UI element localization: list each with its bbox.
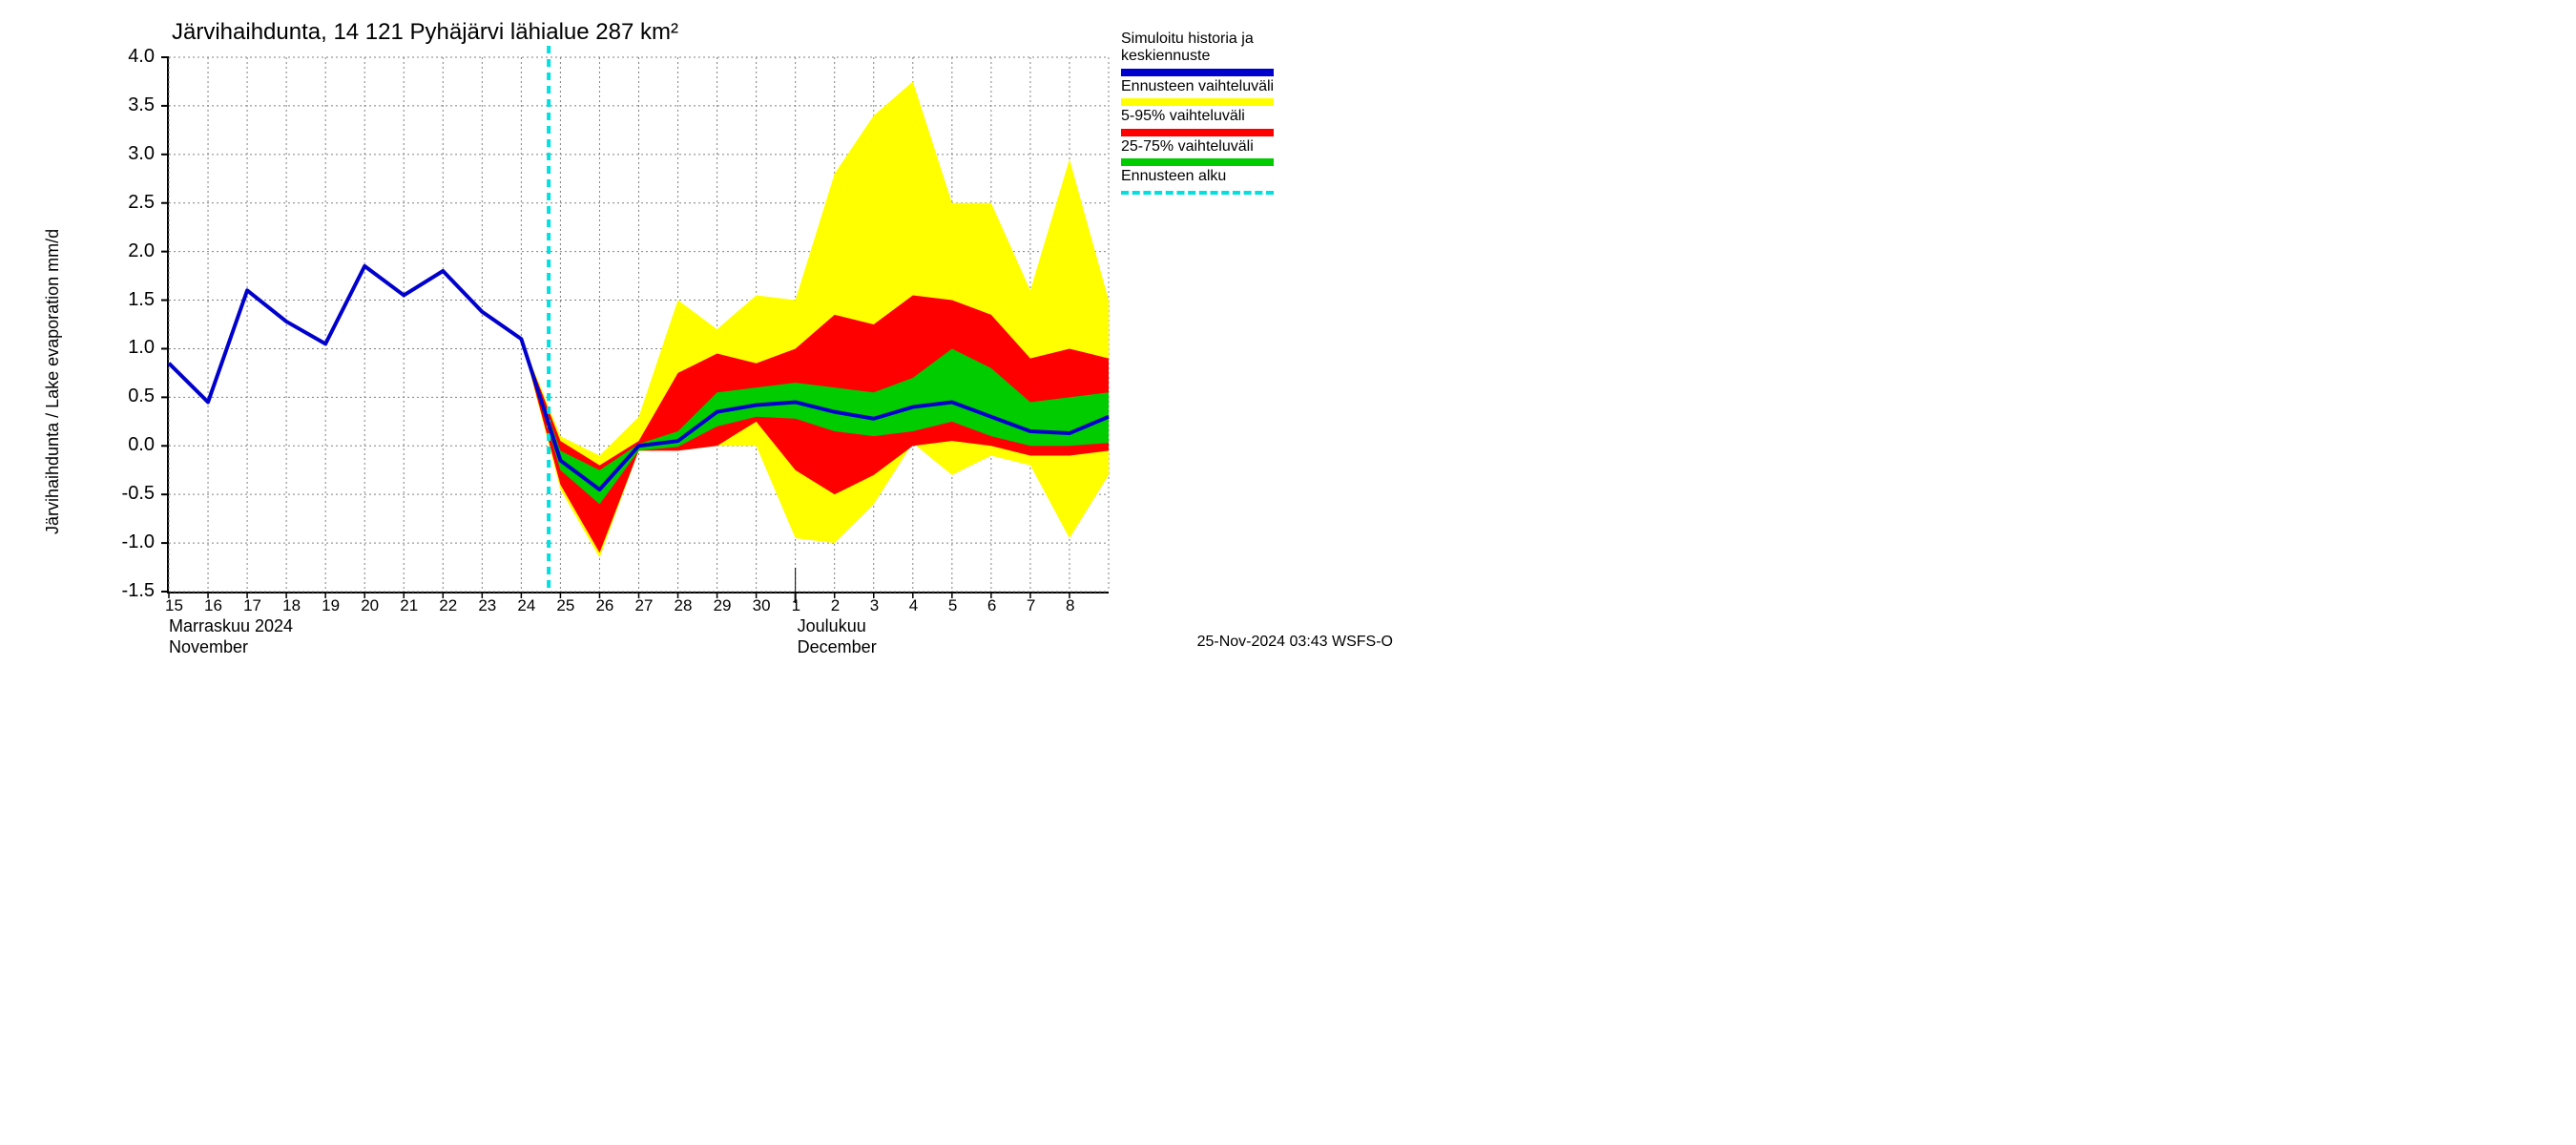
legend-label: Simuloitu historia ja keskiennuste — [1121, 31, 1274, 66]
x-tick-label: 8 — [1066, 596, 1074, 615]
legend-item: Simuloitu historia ja keskiennuste — [1121, 31, 1274, 76]
month-label-1: Marraskuu 2024November — [169, 616, 293, 657]
x-tick-label: 23 — [478, 596, 496, 615]
x-tick-label: 3 — [870, 596, 879, 615]
x-tick-label: 24 — [517, 596, 535, 615]
x-tick-label: 25 — [556, 596, 574, 615]
x-tick-label: 17 — [243, 596, 261, 615]
legend-label: 5-95% vaihteluväli — [1121, 108, 1274, 125]
x-tick-label: 5 — [948, 596, 957, 615]
y-tick-label: 4.0 — [112, 46, 155, 68]
x-tick-label: 4 — [909, 596, 918, 615]
x-tick-label: 16 — [204, 596, 222, 615]
y-tick-label: 1.0 — [112, 337, 155, 359]
x-tick-label: 15 — [165, 596, 183, 615]
x-tick-label: 18 — [282, 596, 301, 615]
x-tick-label: 22 — [439, 596, 457, 615]
y-tick-label: 3.5 — [112, 94, 155, 116]
y-tick-label: 0.0 — [112, 434, 155, 456]
legend-item: Ennusteen alku — [1121, 168, 1274, 195]
y-tick-label: 3.0 — [112, 143, 155, 165]
x-tick-label: 19 — [322, 596, 340, 615]
y-tick-label: 2.5 — [112, 192, 155, 214]
legend-swatch — [1121, 158, 1274, 166]
y-axis-title: Järvihaihdunta / Lake evaporation mm/d — [43, 229, 63, 534]
chart-title: Järvihaihdunta, 14 121 Pyhäjärvi lähialu… — [172, 19, 678, 46]
legend-item: 5-95% vaihteluväli — [1121, 108, 1274, 135]
x-tick-label: 21 — [400, 596, 418, 615]
x-tick-label: 7 — [1027, 596, 1035, 615]
legend: Simuloitu historia ja keskiennuste Ennust… — [1121, 31, 1274, 197]
legend-swatch — [1121, 191, 1274, 195]
x-tick-label: 6 — [987, 596, 996, 615]
legend-item: Ennusteen vaihteluväli — [1121, 78, 1274, 106]
x-tick-label: 26 — [595, 596, 613, 615]
y-tick-label: 1.5 — [112, 289, 155, 311]
x-tick-label: 29 — [714, 596, 732, 615]
x-tick-label: 27 — [635, 596, 654, 615]
y-tick-label: 0.5 — [112, 385, 155, 407]
footer-timestamp: 25-Nov-2024 03:43 WSFS-O — [1197, 634, 1393, 651]
legend-label: Ennusteen vaihteluväli — [1121, 78, 1274, 95]
legend-swatch — [1121, 69, 1274, 76]
x-tick-label: 28 — [675, 596, 693, 615]
y-tick-label: -1.5 — [112, 580, 155, 602]
legend-item: 25-75% vaihteluväli — [1121, 138, 1274, 166]
month-label-2: JoulukuuDecember — [798, 616, 877, 657]
x-tick-label: 2 — [831, 596, 840, 615]
legend-label: 25-75% vaihteluväli — [1121, 138, 1274, 156]
x-tick-label: 20 — [361, 596, 379, 615]
y-tick-label: -1.0 — [112, 531, 155, 553]
legend-swatch — [1121, 129, 1274, 136]
x-tick-label: 1 — [792, 596, 800, 615]
plot-svg — [169, 57, 1109, 592]
legend-swatch — [1121, 98, 1274, 106]
plot-area — [167, 57, 1109, 593]
legend-label: Ennusteen alku — [1121, 168, 1274, 185]
y-tick-label: -0.5 — [112, 483, 155, 505]
y-tick-label: 2.0 — [112, 240, 155, 262]
chart-frame: Järvihaihdunta, 14 121 Pyhäjärvi lähialu… — [0, 0, 1431, 668]
x-tick-label: 30 — [753, 596, 771, 615]
